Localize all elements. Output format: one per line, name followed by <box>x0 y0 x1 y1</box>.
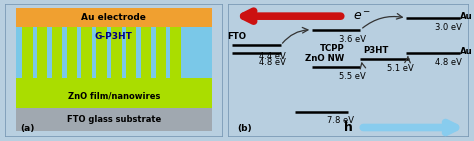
FancyBboxPatch shape <box>37 27 47 108</box>
Text: 4.8 eV: 4.8 eV <box>259 59 286 68</box>
Text: h: h <box>344 121 353 134</box>
FancyBboxPatch shape <box>52 27 62 108</box>
FancyBboxPatch shape <box>22 27 33 108</box>
Text: 5.5 eV: 5.5 eV <box>339 72 365 81</box>
FancyBboxPatch shape <box>16 78 212 108</box>
Text: P3HT: P3HT <box>363 46 388 55</box>
Text: 3.6 eV: 3.6 eV <box>339 35 366 44</box>
FancyBboxPatch shape <box>171 27 181 108</box>
Text: G-P3HT: G-P3HT <box>95 32 133 41</box>
Text: 4.8 eV: 4.8 eV <box>436 59 462 68</box>
FancyBboxPatch shape <box>96 27 107 108</box>
FancyBboxPatch shape <box>111 27 122 108</box>
Text: 5.1 eV: 5.1 eV <box>387 64 414 73</box>
Text: TCPP: TCPP <box>319 44 344 53</box>
FancyBboxPatch shape <box>141 27 151 108</box>
Text: Au electrode: Au electrode <box>82 13 146 22</box>
Text: ZnO NW: ZnO NW <box>305 54 344 63</box>
Text: FTO glass substrate: FTO glass substrate <box>67 115 161 124</box>
FancyBboxPatch shape <box>16 108 212 131</box>
Text: (b): (b) <box>237 124 252 133</box>
Text: Au: Au <box>460 47 472 56</box>
FancyBboxPatch shape <box>16 8 212 27</box>
FancyBboxPatch shape <box>82 27 92 108</box>
Text: Au: Au <box>460 12 472 21</box>
Text: FTO: FTO <box>228 32 246 41</box>
Text: 4.4 eV: 4.4 eV <box>259 52 286 61</box>
Text: $e^-$: $e^-$ <box>353 10 372 23</box>
FancyBboxPatch shape <box>126 27 137 108</box>
Text: (a): (a) <box>20 124 35 133</box>
Text: 3.0 eV: 3.0 eV <box>436 23 462 32</box>
Text: ZnO film/nanowires: ZnO film/nanowires <box>68 91 160 100</box>
Text: 7.8 eV: 7.8 eV <box>327 116 354 125</box>
FancyBboxPatch shape <box>67 27 77 108</box>
FancyBboxPatch shape <box>16 27 212 78</box>
FancyBboxPatch shape <box>155 27 166 108</box>
